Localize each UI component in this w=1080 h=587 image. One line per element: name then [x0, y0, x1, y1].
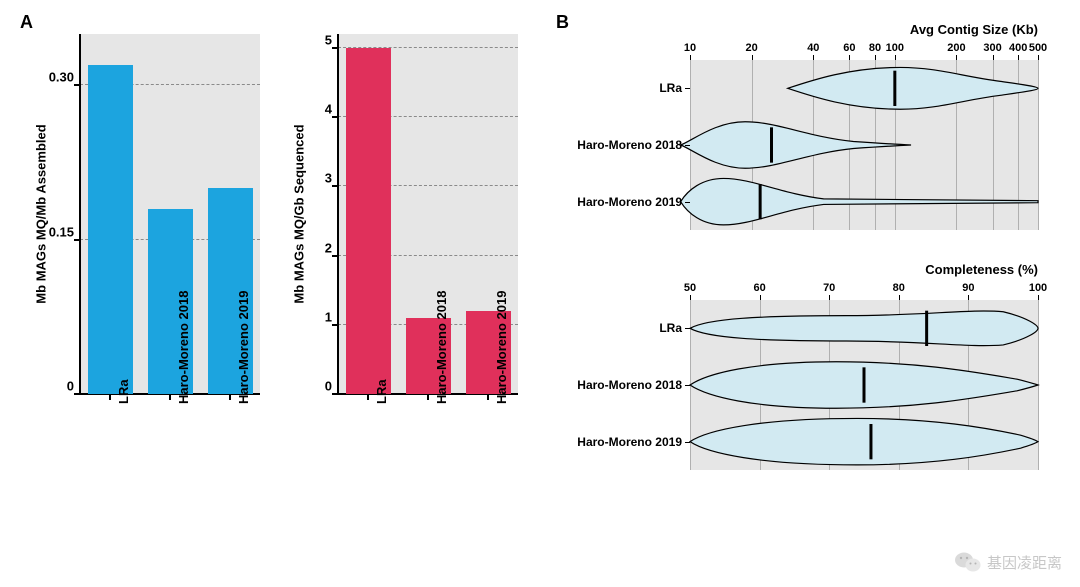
violin-x-tick-label: 20: [746, 42, 758, 54]
y-tick-label: 5: [325, 32, 338, 47]
bar-chart-mb-assembled: 00.150.30LRaHaro-Moreno 2018Haro-Moreno …: [80, 34, 260, 394]
violin-x-tick-label: 60: [753, 282, 765, 294]
x-tick-label: Haro-Moreno 2018: [434, 291, 449, 404]
violin-x-tick-label: 200: [947, 42, 965, 54]
violin-x-tick-label: 10: [684, 42, 696, 54]
violin-x-tick-label: 400: [1009, 42, 1027, 54]
violin-row-label: Haro-Moreno 2019: [577, 435, 690, 449]
y-axis-title: Mb MAGs MQ/Gb Sequenced: [292, 124, 307, 303]
violin-title: Avg Contig Size (Kb): [910, 22, 1038, 37]
violin-shape: [681, 122, 911, 168]
y-tick-label: 4: [325, 102, 338, 117]
y-axis-title: Mb MAGs MQ/Mb Assembled: [34, 124, 49, 303]
x-tick-label: Haro-Moreno 2019: [236, 291, 251, 404]
y-tick-label: 0.30: [49, 70, 80, 85]
y-tick-label: 3: [325, 171, 338, 186]
violin-x-tick-label: 70: [823, 282, 835, 294]
watermark-text: 基因凌距离: [987, 552, 1062, 573]
x-tick-label: LRa: [374, 379, 389, 404]
bar-chart-gb-sequenced: 012345LRaHaro-Moreno 2018Haro-Moreno 201…: [338, 34, 518, 394]
watermark: 基因凌距离: [955, 551, 1062, 573]
wechat-icon: [955, 551, 981, 573]
panel-label-b: B: [556, 12, 569, 33]
y-tick-label: 0: [325, 379, 338, 394]
violin-shape: [788, 67, 1038, 109]
x-tick-label: Haro-Moreno 2019: [494, 291, 509, 404]
violin-shape: [690, 418, 1038, 464]
violin-x-tick-label: 300: [983, 42, 1001, 54]
violin-x-tick-label: 80: [893, 282, 905, 294]
violin-row-label: Haro-Moreno 2019: [577, 195, 690, 209]
violin-row-label: Haro-Moreno 2018: [577, 138, 690, 152]
y-tick-label: 0.15: [49, 224, 80, 239]
figure-root: A B 00.150.30LRaHaro-Moreno 2018Haro-Mor…: [0, 0, 1080, 587]
violin-x-tick-label: 500: [1029, 42, 1047, 54]
panel-label-a: A: [20, 12, 33, 33]
violin-x-tick-label: 50: [684, 282, 696, 294]
violin-row-label: Haro-Moreno 2018: [577, 378, 690, 392]
violin-x-tick-label: 40: [807, 42, 819, 54]
violin-shape: [681, 178, 1038, 224]
violin-x-tick-label: 90: [962, 282, 974, 294]
x-tick-label: Haro-Moreno 2018: [176, 291, 191, 404]
y-tick-label: 0: [67, 379, 80, 394]
violin-shape: [690, 311, 1038, 346]
bar: [88, 65, 133, 394]
y-tick-label: 2: [325, 240, 338, 255]
violin-avg-contig-size: Avg Contig Size (Kb)10204060801002003004…: [690, 60, 1038, 230]
bar: [346, 48, 391, 394]
violin-x-tick-label: 80: [869, 42, 881, 54]
y-tick-label: 1: [325, 309, 338, 324]
violin-x-tick-label: 100: [886, 42, 904, 54]
x-tick-label: LRa: [116, 379, 131, 404]
violin-completeness: Completeness (%)5060708090100LRaHaro-Mor…: [690, 300, 1038, 470]
violin-x-tick-label: 100: [1029, 282, 1047, 294]
violin-title: Completeness (%): [925, 262, 1038, 277]
violin-x-tick-label: 60: [843, 42, 855, 54]
